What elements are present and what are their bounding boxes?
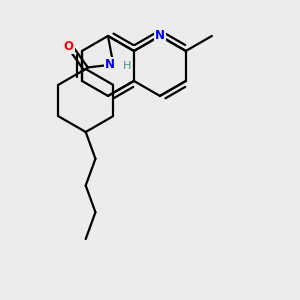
Text: N: N [155,29,165,43]
Text: H: H [123,61,131,70]
Text: N: N [104,58,114,71]
Text: O: O [64,40,74,53]
